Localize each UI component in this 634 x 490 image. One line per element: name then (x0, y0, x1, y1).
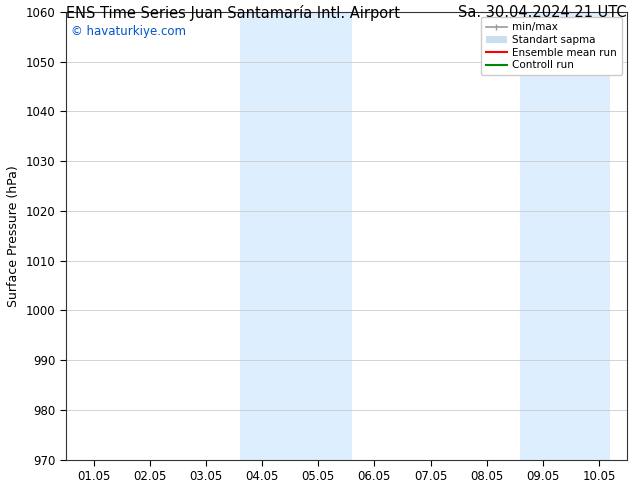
Legend: min/max, Standart sapma, Ensemble mean run, Controll run: min/max, Standart sapma, Ensemble mean r… (481, 17, 622, 75)
Text: ENS Time Series Juan Santamaría Intl. Airport: ENS Time Series Juan Santamaría Intl. Ai… (66, 5, 399, 21)
Text: Sa. 30.04.2024 21 UTC: Sa. 30.04.2024 21 UTC (458, 5, 627, 20)
Bar (521, 12, 610, 460)
Y-axis label: Surface Pressure (hPa): Surface Pressure (hPa) (7, 165, 20, 307)
Bar (240, 12, 352, 460)
Text: © havaturkiye.com: © havaturkiye.com (71, 25, 186, 38)
